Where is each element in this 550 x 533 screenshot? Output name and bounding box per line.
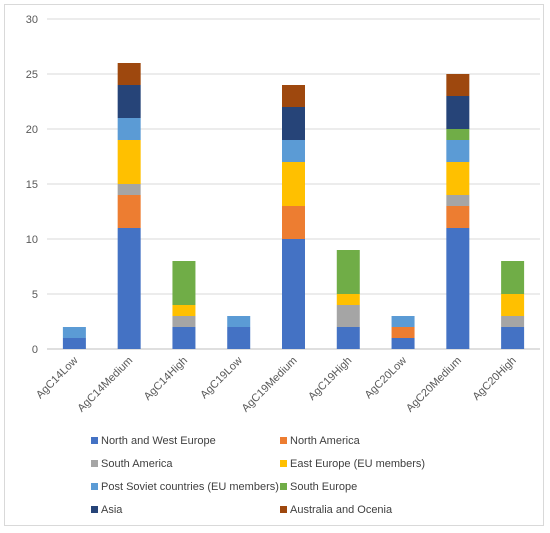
- bar-segment: [336, 305, 360, 327]
- legend-swatch: [91, 483, 98, 490]
- x-tick-label: AgC20Low: [363, 355, 410, 402]
- bar-segment: [446, 74, 470, 96]
- y-tick-label: 5: [32, 289, 38, 301]
- x-tick-label: AgC19Medium: [240, 355, 300, 415]
- legend-swatch: [280, 460, 287, 467]
- bar-segment: [446, 96, 470, 129]
- legend-label: North America: [290, 435, 361, 447]
- x-tick-label: AgC19Low: [198, 355, 245, 402]
- bar-segment: [336, 294, 360, 305]
- bar-segment: [336, 327, 360, 349]
- y-tick-label: 10: [26, 234, 38, 246]
- bar-segment: [227, 316, 251, 327]
- bar-segment: [391, 327, 415, 338]
- bar-segment: [446, 129, 470, 140]
- x-tick-label: AgC20Medium: [404, 355, 464, 415]
- bar-segment: [117, 195, 141, 228]
- bar-segment: [282, 85, 305, 107]
- bar-segment: [172, 261, 196, 305]
- bar-segment: [336, 250, 360, 294]
- bar-segment: [172, 316, 196, 327]
- legend-swatch: [280, 437, 287, 444]
- legend-label: Post Soviet countries (EU members): [101, 481, 279, 493]
- legend-label: South Europe: [290, 481, 357, 493]
- bar-segment: [446, 140, 470, 162]
- bar-segment: [282, 107, 305, 140]
- x-tick-label: AgC20High: [470, 355, 518, 403]
- bar-segment: [446, 206, 470, 228]
- legend-label: Asia: [101, 504, 123, 516]
- bar-segment: [117, 184, 141, 195]
- y-tick-label: 25: [26, 69, 38, 81]
- bar-segment: [501, 294, 525, 316]
- legend-swatch: [280, 506, 287, 513]
- bar-segment: [62, 327, 86, 338]
- y-tick-label: 15: [26, 179, 38, 191]
- bar-segment: [282, 239, 305, 349]
- bar-segment: [501, 327, 525, 349]
- bar-segment: [282, 140, 305, 162]
- bar-segment: [172, 305, 196, 316]
- legend-swatch: [91, 437, 98, 444]
- bar-segment: [446, 162, 470, 195]
- legend-swatch: [280, 483, 287, 490]
- bar-segment: [282, 162, 305, 206]
- bar-segment: [446, 195, 470, 206]
- bar-segment: [172, 327, 196, 349]
- x-tick-label: AgC14Low: [34, 355, 81, 402]
- legend-swatch: [91, 506, 98, 513]
- legend-swatch: [91, 460, 98, 467]
- bar-segment: [117, 118, 141, 140]
- y-tick-label: 20: [26, 124, 38, 136]
- bar-segment: [117, 63, 141, 85]
- bar-segment: [391, 316, 415, 327]
- y-tick-label: 30: [26, 14, 38, 26]
- x-tick-label: AgC14Medium: [75, 355, 135, 415]
- legend-label: South America: [101, 458, 173, 470]
- bar-segment: [501, 316, 525, 327]
- bar-segment: [282, 206, 305, 239]
- bar-segment: [117, 140, 141, 184]
- legend-label: Australia and Ocenia: [290, 504, 393, 516]
- bar-segment: [117, 85, 141, 118]
- bar-segment: [446, 228, 470, 349]
- legend-label: North and West Europe: [101, 435, 216, 447]
- x-tick-label: AgC14High: [142, 355, 190, 403]
- y-tick-label: 0: [32, 344, 38, 356]
- legend-label: East Europe (EU members): [290, 458, 425, 470]
- x-tick-label: AgC19High: [306, 355, 354, 403]
- bar-segment: [501, 261, 525, 294]
- bar-segment: [62, 338, 86, 349]
- bar-segment: [117, 228, 141, 349]
- bar-segment: [227, 327, 251, 349]
- bar-segment: [391, 338, 415, 349]
